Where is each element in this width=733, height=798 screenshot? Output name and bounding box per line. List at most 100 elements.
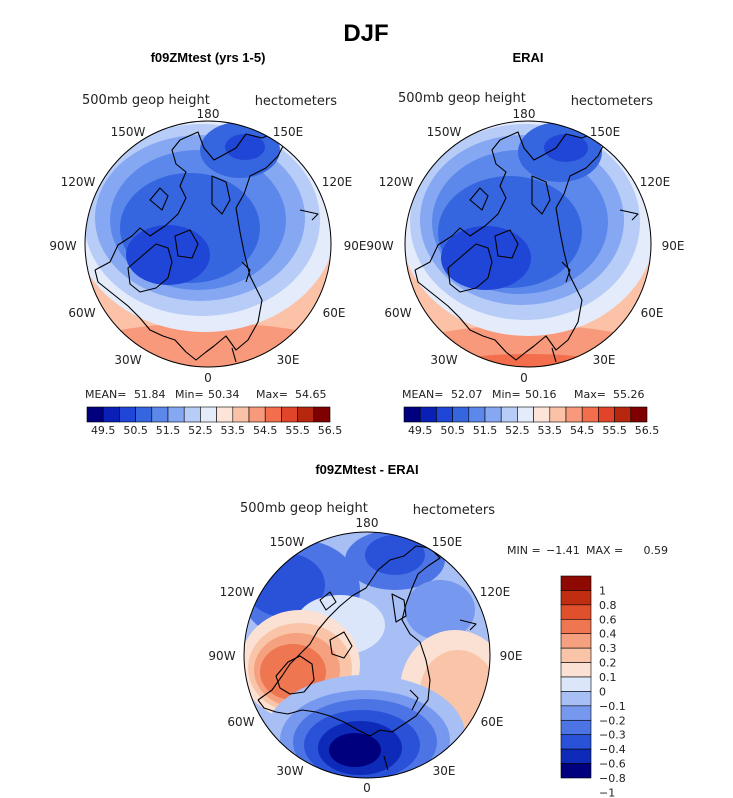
- max-value: 55.26: [613, 388, 645, 401]
- colorbar-swatch: [313, 406, 331, 423]
- variable-label: 500mb geop height: [398, 91, 526, 106]
- lon-label-60w: 60W: [227, 715, 254, 729]
- colorbar-swatch: [297, 406, 315, 423]
- colorbar: 49.5 50.5 51.5 52.5 53.5 54.5 55.5 56.5: [86, 406, 343, 437]
- lon-label-150e: 150E: [590, 125, 621, 139]
- min-label: Min=: [175, 388, 204, 401]
- colorbar-tick-label: 56.5: [635, 424, 660, 437]
- mean-label: MEAN=: [402, 388, 443, 401]
- lon-label-120e: 120E: [640, 175, 671, 189]
- colorbar-swatch: [560, 705, 592, 721]
- colorbar-swatch: [183, 406, 201, 423]
- stats-line: MIN = −1.41 MAX = 0.59: [507, 544, 668, 557]
- colorbar-tick-label: 51.5: [156, 424, 181, 437]
- colorbar-swatch: [533, 406, 551, 423]
- map-border: [84, 120, 332, 368]
- colorbar-swatch: [102, 406, 120, 423]
- colorbar-swatch: [151, 406, 169, 423]
- colorbar-swatch: [119, 406, 136, 423]
- colorbar-tick-label: 55.5: [602, 424, 627, 437]
- lon-label-120e: 120E: [322, 175, 353, 189]
- colorbar-tick-label: 0.1: [599, 671, 617, 684]
- map-border: [404, 120, 652, 368]
- colorbar-swatch: [484, 406, 502, 423]
- colorbar-swatch: [232, 406, 250, 423]
- lon-label-120w: 120W: [61, 175, 96, 189]
- colorbar-swatch: [200, 406, 217, 423]
- colorbar-swatch: [264, 406, 282, 423]
- colorbar-tick-label: 0.2: [599, 657, 617, 670]
- colorbar: 49.5 50.5 51.5 52.5 53.5 54.5 55.5 56.5: [403, 406, 660, 437]
- colorbar-swatch: [549, 406, 567, 423]
- lon-label-120w: 120W: [379, 175, 414, 189]
- colorbar-swatch: [167, 406, 185, 423]
- colorbar-tick-label: 56.5: [318, 424, 343, 437]
- colorbar-tick-label: 0.6: [599, 613, 617, 626]
- colorbar-tick-label: −0.8: [599, 772, 626, 785]
- colorbar-swatch: [500, 406, 518, 423]
- figure-title: DJF: [343, 20, 388, 47]
- max-label: MAX =: [586, 544, 623, 557]
- lon-label-90e: 90E: [662, 239, 685, 253]
- lon-label-60w: 60W: [68, 306, 95, 320]
- colorbar-swatch: [517, 406, 534, 423]
- colorbar-swatch: [560, 647, 592, 663]
- colorbar-swatch: [86, 406, 104, 423]
- mean-value: 51.84: [134, 388, 166, 401]
- lon-label-120w: 120W: [220, 585, 255, 599]
- colorbar-tick-label: 0.3: [599, 642, 617, 655]
- coastlines: [414, 131, 639, 363]
- colorbar-swatch: [468, 406, 486, 423]
- map-border: [243, 531, 491, 779]
- lon-label-30e: 30E: [433, 764, 456, 778]
- colorbar-tick-label: 49.5: [408, 424, 433, 437]
- colorbar-swatch: [135, 406, 153, 423]
- colorbar-tick-label: 52.5: [188, 424, 213, 437]
- stats-line: MEAN= 52.07 Min= 50.16 Max= 55.26: [402, 388, 645, 401]
- panel-title: f09ZMtest - ERAI: [315, 462, 418, 477]
- colorbar-tick-label: 54.5: [253, 424, 278, 437]
- colorbar-swatch: [216, 406, 234, 423]
- colorbar-tick-label: 55.5: [285, 424, 310, 437]
- colorbar-swatch: [630, 406, 648, 423]
- units-label: hectometers: [413, 503, 496, 518]
- max-value: 54.65: [295, 388, 327, 401]
- colorbar-tick-label: 0: [599, 685, 606, 698]
- lon-label-150w: 150W: [270, 535, 305, 549]
- lon-label-60w: 60W: [384, 306, 411, 320]
- coastlines: [94, 131, 319, 363]
- lon-label-60e: 60E: [641, 306, 664, 320]
- colorbar: 1 0.80.6 0.40.3 0.20.10 −0.1−0.2 −0.3−0.4 −0.6…: [560, 575, 626, 798]
- max-label: Max=: [574, 388, 606, 401]
- lon-label-150w: 150W: [111, 125, 146, 139]
- lon-label-150e: 150E: [273, 125, 304, 139]
- colorbar-swatch: [403, 406, 421, 423]
- max-value: 0.59: [644, 544, 669, 557]
- lon-label-150w: 150W: [427, 125, 462, 139]
- colorbar-tick-label: 49.5: [91, 424, 116, 437]
- colorbar-tick-label: −1: [599, 786, 615, 798]
- colorbar-swatch: [560, 590, 592, 606]
- coastlines: [257, 545, 477, 771]
- colorbar-tick-label: −0.2: [599, 714, 626, 727]
- longitude-labels: 180 150E 120E 90E 60E 30E 0 30W 60W 90W …: [49, 107, 366, 385]
- lon-label-90w: 90W: [49, 239, 76, 253]
- min-value: −1.41: [546, 544, 580, 557]
- colorbar-tick-label: −0.4: [599, 743, 626, 756]
- colorbar-swatch: [436, 406, 453, 423]
- colorbar-swatch: [560, 748, 592, 764]
- variable-label: 500mb geop height: [82, 93, 210, 108]
- min-label: MIN =: [507, 544, 541, 557]
- lon-label-0: 0: [363, 781, 371, 795]
- panel-title: f09ZMtest (yrs 1-5): [151, 50, 266, 65]
- lon-label-180: 180: [513, 107, 536, 121]
- lon-label-180: 180: [197, 107, 220, 121]
- height-field: [405, 121, 651, 367]
- colorbar-swatch: [560, 763, 592, 779]
- lon-label-150e: 150E: [432, 535, 463, 549]
- colorbar-swatch: [560, 676, 592, 692]
- stats-line: MEAN= 51.84 Min= 50.34 Max= 54.65: [85, 388, 327, 401]
- min-value: 50.34: [208, 388, 240, 401]
- colorbar-swatch: [560, 691, 592, 707]
